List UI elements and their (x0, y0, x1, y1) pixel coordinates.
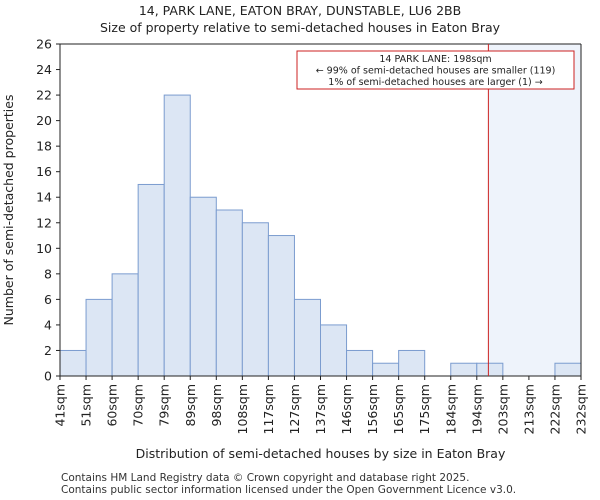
x-tick-label-127sqm: 127sqm (287, 384, 302, 434)
x-tick-label-89sqm: 89sqm (183, 384, 198, 427)
bar-51sqm (85, 298, 113, 377)
bar-146sqm (346, 349, 374, 377)
y-tick-label-6: 6 (44, 292, 52, 307)
bar-89sqm (189, 196, 217, 377)
y-tick-label-18: 18 (36, 139, 52, 154)
y-tick-label-16: 16 (36, 164, 52, 179)
y-tick-label-20: 20 (36, 113, 52, 128)
x-tick-label-70sqm: 70sqm (131, 384, 146, 427)
bar-137sqm (320, 324, 348, 377)
bar-127sqm (293, 298, 322, 377)
bar-165sqm (398, 349, 426, 377)
bar-79sqm (163, 94, 191, 377)
annotation-line-3: 1% of semi-detached houses are larger (1… (328, 77, 542, 88)
x-tick-label-79sqm: 79sqm (157, 384, 172, 427)
x-tick-label-213sqm: 213sqm (521, 384, 536, 434)
x-tick-label-184sqm: 184sqm (443, 384, 458, 434)
bar-222sqm (554, 362, 582, 377)
y-tick-label-8: 8 (44, 266, 52, 281)
x-tick-label-98sqm: 98sqm (209, 384, 224, 427)
y-tick-label-14: 14 (36, 190, 52, 205)
x-tick-label-60sqm: 60sqm (105, 384, 120, 427)
bar-156sqm (372, 362, 400, 377)
y-axis-label: Number of semi-detached properties (1, 95, 16, 326)
x-tick-label-194sqm: 194sqm (469, 384, 484, 434)
x-tick-label-51sqm: 51sqm (79, 384, 94, 427)
x-tick-label-137sqm: 137sqm (313, 384, 328, 434)
y-tick-label-10: 10 (36, 241, 52, 256)
x-tick-label-222sqm: 222sqm (547, 384, 562, 434)
x-tick-label-156sqm: 156sqm (365, 384, 380, 434)
footer-licence: Contains public sector information licen… (61, 484, 517, 496)
footer-copyright: Contains HM Land Registry data © Crown c… (61, 472, 470, 484)
y-tick-label-0: 0 (44, 369, 52, 384)
x-tick-label-146sqm: 146sqm (339, 384, 354, 434)
y-tick-label-2: 2 (44, 343, 52, 358)
bar-108sqm (241, 222, 269, 377)
bar-60sqm (111, 273, 139, 377)
x-tick-label-41sqm: 41sqm (53, 384, 68, 427)
x-tick-label-175sqm: 175sqm (417, 384, 432, 434)
bar-194sqm (476, 362, 504, 377)
highlight-region (488, 44, 581, 376)
x-tick-label-165sqm: 165sqm (391, 384, 406, 434)
chart-title: 14, PARK LANE, EATON BRAY, DUNSTABLE, LU… (138, 3, 462, 18)
bar-184sqm (450, 362, 478, 377)
y-tick-label-24: 24 (36, 62, 52, 77)
y-tick-label-4: 4 (44, 317, 52, 332)
x-axis-label: Distribution of semi-detached houses by … (136, 446, 506, 461)
annotation-box (296, 50, 575, 90)
x-tick-label-117sqm: 117sqm (261, 384, 276, 434)
chart-subtitle: Size of property relative to semi-detach… (99, 20, 501, 35)
y-tick-label-26: 26 (36, 37, 52, 52)
x-tick-label-232sqm: 232sqm (574, 384, 589, 434)
annotation-line-2: ← 99% of semi-detached houses are smalle… (316, 66, 556, 77)
annotation-line-1: 14 PARK LANE: 198sqm (379, 54, 491, 65)
bar-41sqm (59, 349, 87, 377)
bar-117sqm (267, 235, 295, 377)
y-tick-label-12: 12 (36, 215, 52, 230)
bar-98sqm (215, 209, 243, 377)
x-tick-label-108sqm: 108sqm (235, 384, 250, 434)
x-tick-label-203sqm: 203sqm (495, 384, 510, 434)
bar-70sqm (137, 183, 165, 377)
y-tick-label-22: 22 (36, 88, 52, 103)
